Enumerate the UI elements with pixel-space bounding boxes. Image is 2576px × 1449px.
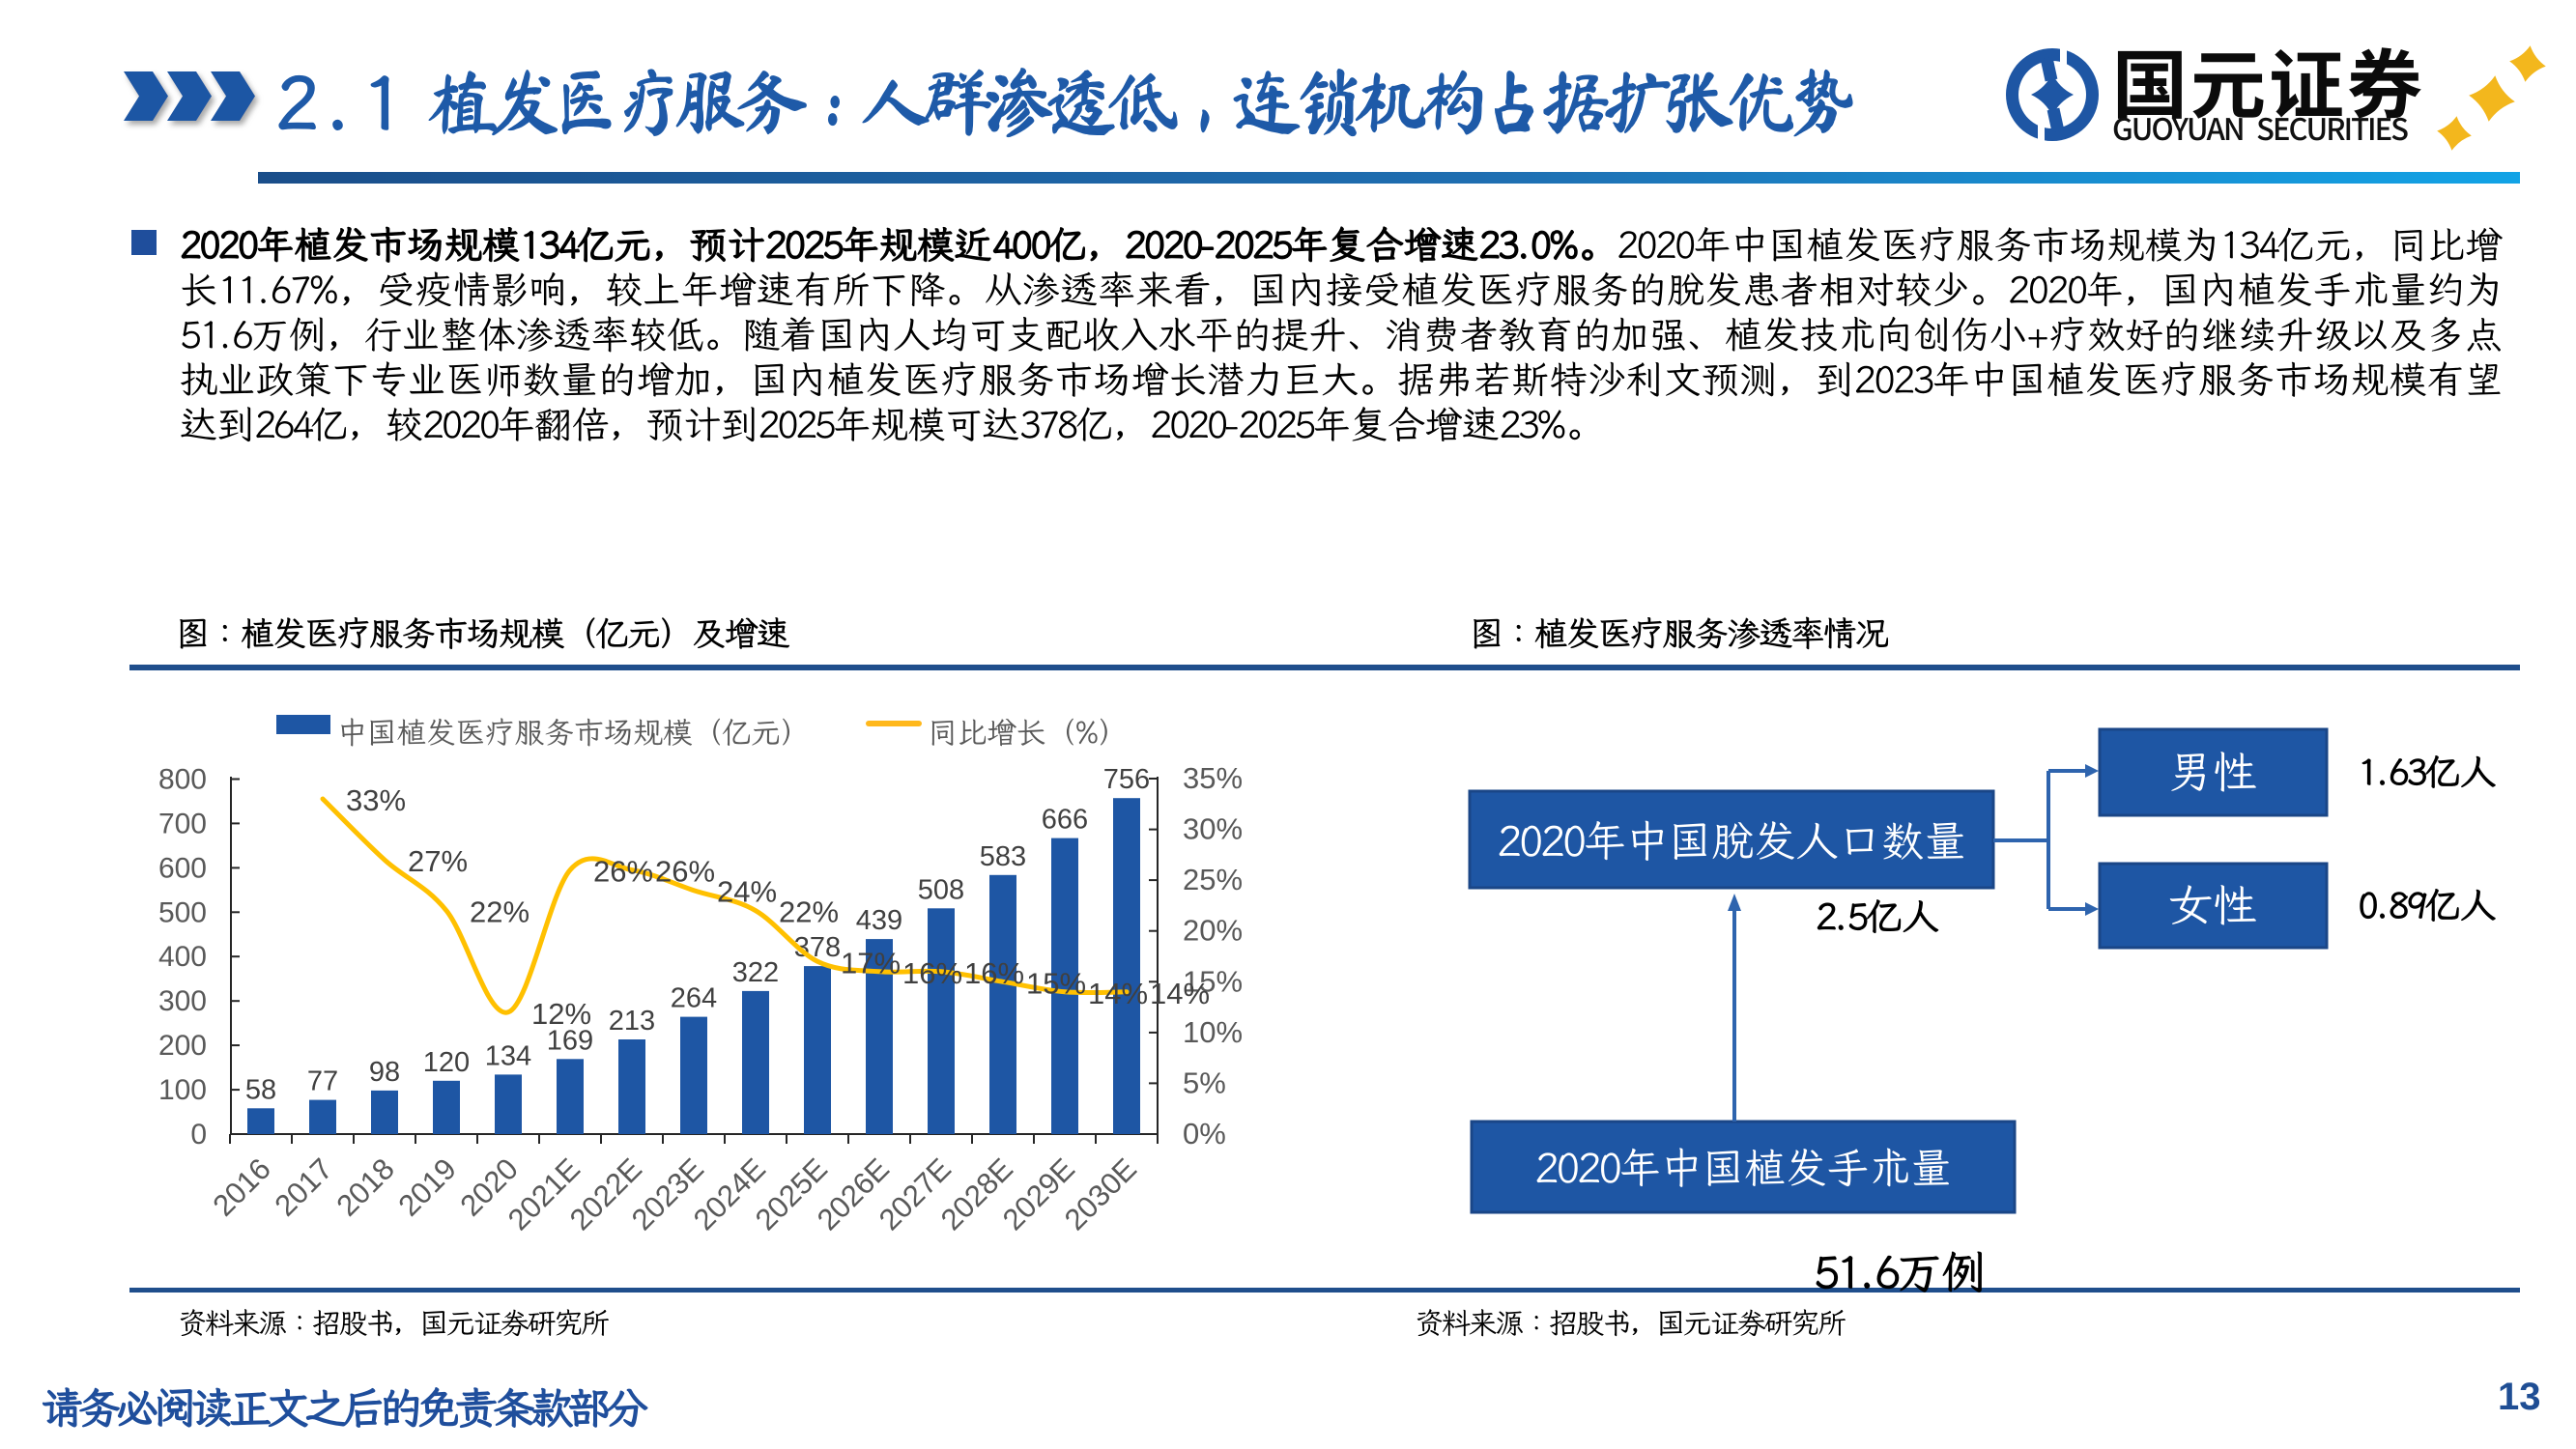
svg-text:30%: 30% [1183,812,1243,846]
svg-text:0: 0 [190,1119,207,1151]
svg-text:26%: 26% [593,855,653,889]
svg-text:17%: 17% [841,946,901,980]
svg-text:666: 666 [1042,805,1088,836]
svg-text:134: 134 [485,1040,531,1071]
svg-text:120: 120 [423,1047,470,1078]
svg-text:15%: 15% [1183,964,1243,998]
svg-text:500: 500 [158,896,207,928]
svg-text:27%: 27% [408,844,468,878]
svg-text:300: 300 [158,985,207,1017]
svg-text:0%: 0% [1183,1117,1226,1151]
svg-text:14%: 14% [1088,977,1148,1010]
svg-text:98: 98 [369,1057,400,1088]
svg-text:264: 264 [671,983,717,1014]
svg-text:25%: 25% [1183,863,1243,896]
svg-text:20%: 20% [1183,914,1243,948]
svg-text:16%: 16% [964,956,1024,990]
svg-text:800: 800 [158,764,207,796]
svg-text:213: 213 [609,1006,655,1037]
svg-text:169: 169 [547,1025,593,1056]
svg-text:22%: 22% [779,895,839,929]
svg-text:12%: 12% [531,997,591,1031]
svg-text:700: 700 [158,808,207,839]
svg-text:439: 439 [856,905,902,936]
svg-text:200: 200 [158,1030,207,1062]
svg-text:14%: 14% [1150,977,1210,1010]
svg-text:100: 100 [158,1074,207,1106]
svg-text:26%: 26% [655,855,715,889]
svg-text:24%: 24% [717,875,777,909]
svg-text:13: 13 [2498,1376,2541,1418]
svg-text:322: 322 [732,957,779,988]
svg-text:600: 600 [158,852,207,884]
svg-text:58: 58 [245,1074,276,1105]
svg-text:33%: 33% [346,783,406,817]
svg-text:15%: 15% [1026,966,1086,1000]
svg-text:756: 756 [1103,764,1150,795]
svg-text:508: 508 [918,874,964,905]
svg-text:77: 77 [307,1066,338,1097]
svg-text:583: 583 [980,841,1026,872]
svg-text:400: 400 [158,941,207,973]
svg-text:35%: 35% [1183,761,1243,795]
svg-text:5%: 5% [1183,1065,1226,1099]
svg-text:22%: 22% [470,895,530,929]
svg-text:10%: 10% [1183,1015,1243,1049]
svg-text:16%: 16% [902,956,962,990]
